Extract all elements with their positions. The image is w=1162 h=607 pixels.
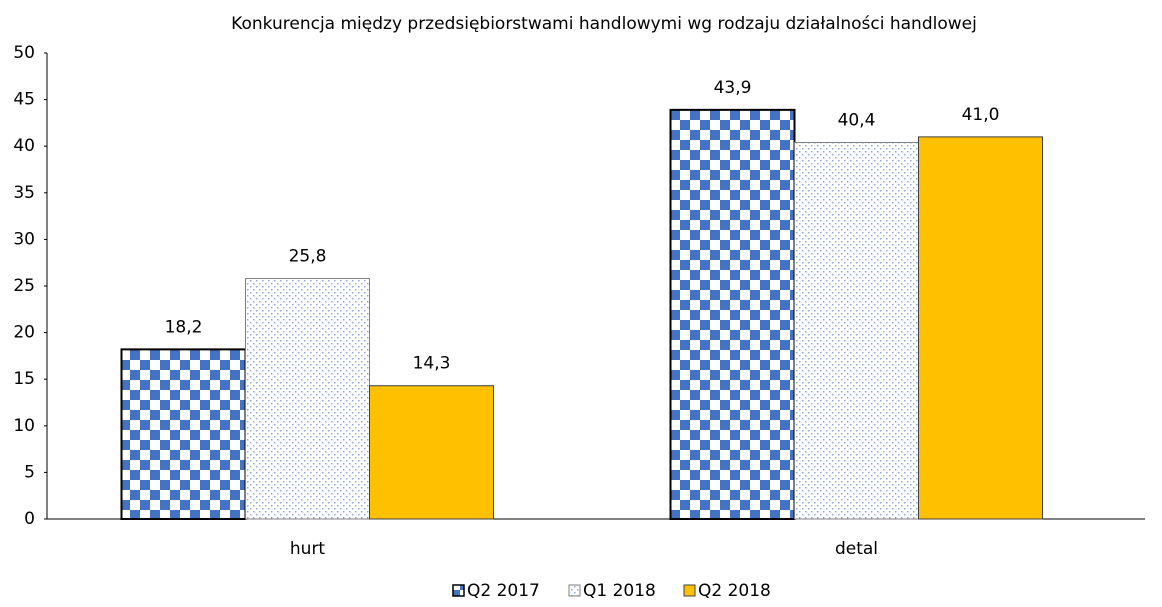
y-tick-label: 40	[13, 136, 35, 156]
y-tick-label: 45	[13, 90, 35, 110]
y-tick-label: 50	[13, 43, 35, 63]
value-label: 40,4	[838, 110, 876, 130]
y-tick-label: 30	[13, 229, 35, 249]
value-label: 18,2	[165, 317, 203, 337]
x-tick-label: detal	[835, 539, 878, 559]
x-tick-label: hurt	[290, 539, 326, 559]
legend-label: Q2 2017	[467, 581, 540, 601]
bar	[120, 348, 247, 520]
value-label: 43,9	[714, 78, 752, 98]
bar	[918, 136, 1043, 520]
legend-label: Q1 2018	[583, 581, 656, 601]
bar	[245, 278, 370, 520]
legend-label: Q2 2018	[698, 581, 771, 601]
value-label: 41,0	[962, 105, 1000, 125]
legend-swatch	[452, 584, 465, 597]
value-label: 25,8	[289, 247, 327, 267]
y-tick-label: 35	[13, 183, 35, 203]
y-tick-label: 25	[13, 276, 35, 296]
y-tick-label: 5	[24, 462, 35, 482]
y-tick-label: 10	[13, 416, 35, 436]
y-tick-label: 0	[24, 509, 35, 529]
y-tick-label: 15	[13, 369, 35, 389]
bar	[669, 108, 796, 521]
legend-swatch	[568, 584, 581, 597]
bar	[369, 385, 494, 520]
legend-swatch	[683, 584, 696, 597]
chart-title: Konkurencja między przedsiębiorstwami ha…	[231, 14, 977, 34]
bar	[794, 141, 919, 520]
value-label: 14,3	[413, 354, 451, 374]
y-tick-label: 20	[13, 323, 35, 343]
